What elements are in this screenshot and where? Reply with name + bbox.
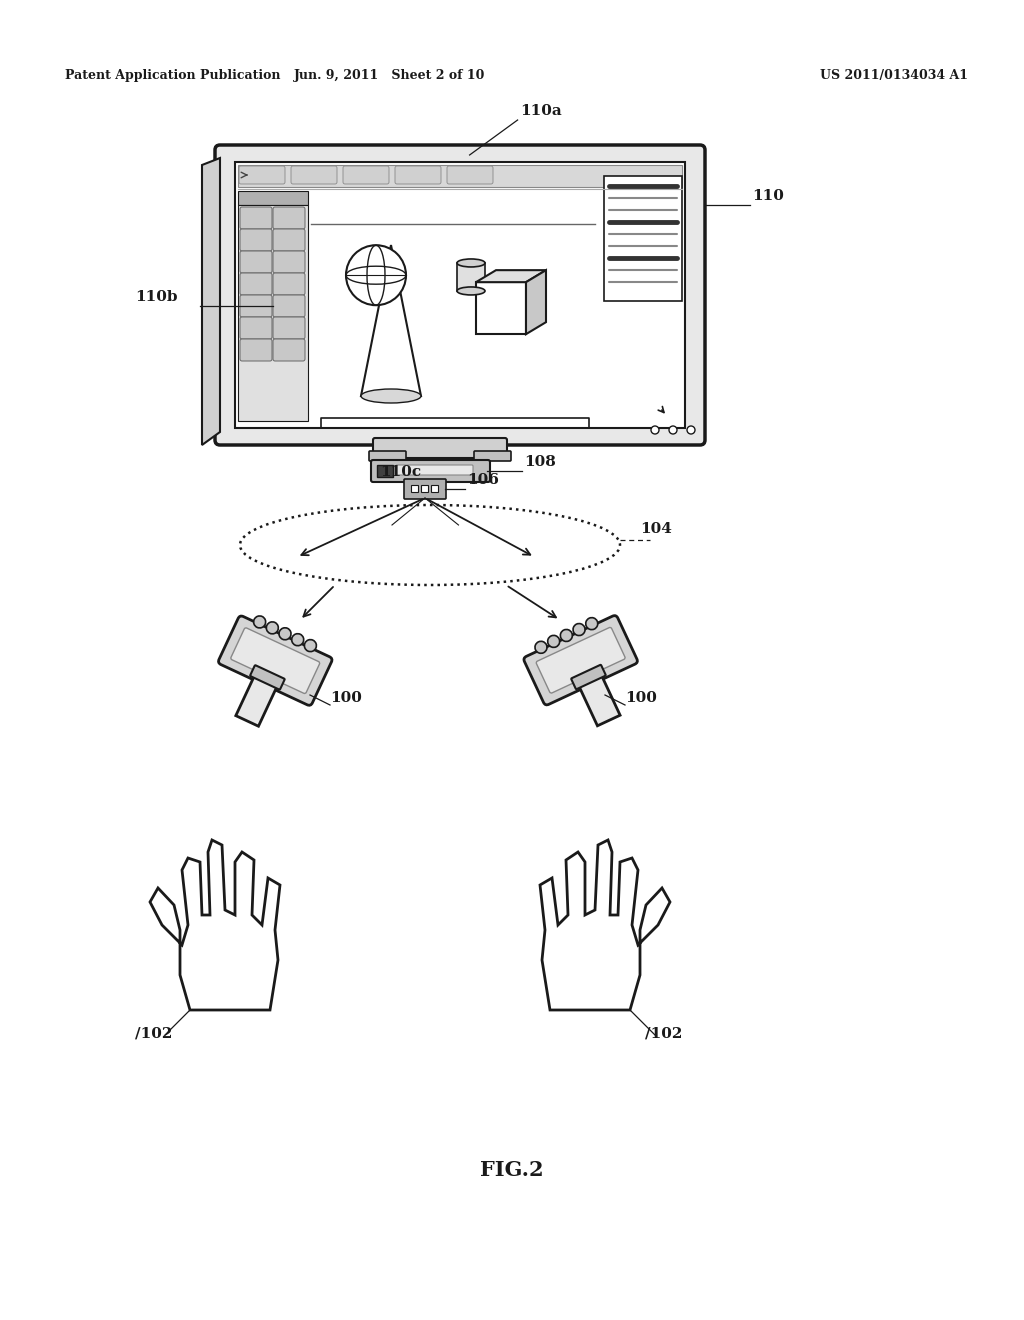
FancyBboxPatch shape [577,671,621,726]
Text: 110a: 110a [520,104,562,117]
Polygon shape [361,246,421,396]
FancyBboxPatch shape [371,459,490,482]
FancyBboxPatch shape [273,228,305,251]
FancyBboxPatch shape [447,166,493,183]
FancyBboxPatch shape [377,465,393,477]
Circle shape [687,426,695,434]
Text: Patent Application Publication: Patent Application Publication [65,69,281,82]
FancyBboxPatch shape [240,294,272,317]
Text: ∕102: ∕102 [135,1027,172,1041]
FancyBboxPatch shape [373,438,507,458]
FancyBboxPatch shape [524,615,637,705]
FancyBboxPatch shape [218,616,332,705]
Circle shape [346,246,406,305]
FancyBboxPatch shape [404,479,446,499]
FancyBboxPatch shape [230,628,319,693]
Polygon shape [476,282,526,334]
Ellipse shape [361,389,421,403]
Text: 110b: 110b [135,290,177,304]
FancyBboxPatch shape [273,273,305,294]
Text: 104: 104 [640,521,672,536]
FancyBboxPatch shape [273,339,305,360]
Circle shape [560,630,572,642]
FancyBboxPatch shape [273,251,305,273]
Circle shape [279,628,291,640]
Circle shape [669,426,677,434]
Text: FIG.2: FIG.2 [480,1160,544,1180]
FancyBboxPatch shape [238,191,308,205]
Circle shape [548,635,560,647]
Circle shape [586,618,598,630]
Text: 108: 108 [524,455,556,469]
FancyBboxPatch shape [343,166,389,183]
Text: 110: 110 [752,189,784,203]
FancyBboxPatch shape [604,176,682,301]
Text: 100: 100 [625,690,656,705]
FancyBboxPatch shape [273,317,305,339]
Ellipse shape [457,286,485,294]
FancyBboxPatch shape [273,207,305,228]
FancyBboxPatch shape [474,451,511,461]
FancyBboxPatch shape [457,263,485,290]
Circle shape [266,622,279,634]
FancyBboxPatch shape [240,273,272,294]
Circle shape [254,616,265,628]
FancyBboxPatch shape [240,228,272,251]
Circle shape [292,634,304,645]
Circle shape [535,642,547,653]
FancyBboxPatch shape [215,145,705,445]
FancyBboxPatch shape [395,166,441,183]
FancyBboxPatch shape [291,166,337,183]
FancyBboxPatch shape [273,294,305,317]
FancyBboxPatch shape [411,484,418,492]
FancyBboxPatch shape [537,627,625,693]
FancyBboxPatch shape [240,339,272,360]
FancyBboxPatch shape [236,671,280,726]
FancyBboxPatch shape [238,205,308,421]
Circle shape [651,426,659,434]
Text: US 2011/0134034 A1: US 2011/0134034 A1 [820,69,968,82]
FancyBboxPatch shape [571,665,605,689]
FancyBboxPatch shape [240,207,272,228]
Text: ∕102: ∕102 [645,1027,682,1041]
Text: 100: 100 [330,690,361,705]
FancyBboxPatch shape [239,166,285,183]
FancyBboxPatch shape [250,665,285,689]
FancyBboxPatch shape [234,162,685,428]
FancyBboxPatch shape [240,251,272,273]
FancyBboxPatch shape [421,484,428,492]
Polygon shape [526,271,546,334]
FancyBboxPatch shape [240,317,272,339]
Polygon shape [476,271,546,282]
Ellipse shape [457,259,485,267]
FancyBboxPatch shape [369,451,406,461]
FancyBboxPatch shape [238,165,682,187]
Polygon shape [540,840,670,1010]
Circle shape [304,640,316,652]
FancyBboxPatch shape [431,484,438,492]
Polygon shape [150,840,280,1010]
Text: Jun. 9, 2011   Sheet 2 of 10: Jun. 9, 2011 Sheet 2 of 10 [294,69,485,82]
Text: 110c: 110c [380,465,421,479]
Circle shape [573,623,585,635]
FancyBboxPatch shape [396,465,473,475]
Text: 106: 106 [467,473,499,487]
Polygon shape [202,158,220,445]
